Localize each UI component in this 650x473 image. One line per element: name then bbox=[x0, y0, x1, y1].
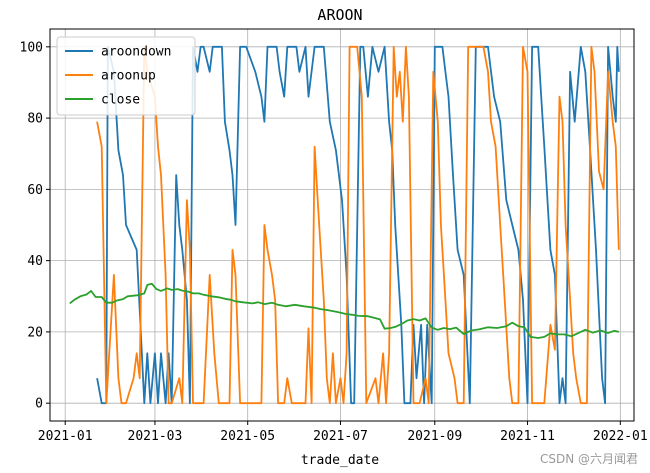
y-axis: 0 20 40 60 80 100 bbox=[20, 40, 50, 412]
x-tick-label: 2021-09 bbox=[407, 429, 462, 444]
x-axis-label: trade_date bbox=[301, 453, 379, 468]
legend-box bbox=[56, 36, 196, 116]
plot-frame bbox=[49, 28, 635, 422]
y-tick-label: 40 bbox=[27, 254, 43, 269]
legend-label-close: close bbox=[101, 93, 140, 108]
x-tick-label: 2021-01 bbox=[38, 429, 93, 444]
y-tick-label: 80 bbox=[27, 112, 43, 127]
series-close-line bbox=[69, 282, 620, 339]
series-aroondown-line bbox=[96, 45, 620, 405]
legend-label-aroonup: aroonup bbox=[101, 69, 156, 84]
x-tick-label: 2021-11 bbox=[500, 429, 555, 444]
x-tick-label: 2022-01 bbox=[593, 429, 648, 444]
x-tick-label: 2021-03 bbox=[128, 429, 183, 444]
y-tick-label: 0 bbox=[35, 397, 43, 412]
x-tick-label: 2021-05 bbox=[220, 429, 275, 444]
legend: aroondown aroonup close bbox=[56, 36, 196, 116]
series-aroonup-line bbox=[96, 45, 620, 405]
chart-title: AROON bbox=[317, 6, 362, 24]
series-lines bbox=[69, 45, 620, 405]
y-tick-label: 20 bbox=[27, 325, 43, 340]
legend-label-aroondown: aroondown bbox=[101, 45, 171, 60]
y-tick-label: 100 bbox=[20, 40, 43, 55]
x-tick-label: 2021-07 bbox=[313, 429, 368, 444]
x-axis: 2021-01 2021-03 2021-05 2021-07 2021-09 2021-… bbox=[38, 421, 648, 444]
watermark: CSDN @六月闻君 bbox=[539, 452, 638, 466]
y-tick-label: 60 bbox=[27, 183, 43, 198]
